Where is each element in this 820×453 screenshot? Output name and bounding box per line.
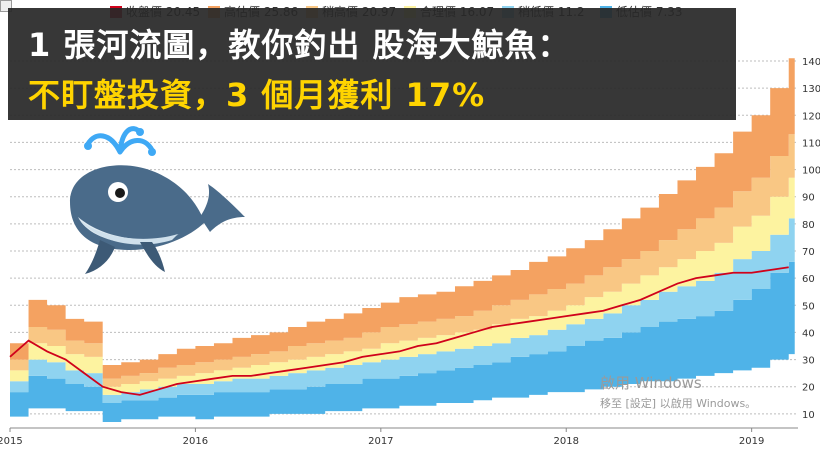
headline-banner: 1 張河流圖，教你釣出 股海大鯨魚： 不盯盤投資，3 個月獲利 17% [8,8,736,120]
x-tick-label-2018: 2018 [554,436,579,447]
band-4 [10,134,795,387]
y-tick-label-70: 70 [802,247,815,258]
x-tick-label-2017: 2017 [368,436,393,447]
y-tick-label-80: 80 [802,220,815,231]
y-tick-label-30: 30 [802,356,815,367]
close-price-line [9,266,789,396]
y-tick-label-10: 10 [802,410,815,421]
y-tick-label-50: 50 [802,301,815,312]
y-tick-label-60: 60 [802,274,815,285]
y-tick-label-140: 140 [802,57,820,68]
watermark-line2: 移至 [設定] 以啟用 Windows。 [600,397,757,410]
band-5 [10,58,795,379]
close-price-line-group [9,266,789,396]
headline-title: 1 張河流圖，教你釣出 股海大鯨魚： [28,26,571,64]
x-axis: 2015 2016 2017 2018 2019 [0,427,798,447]
y-tick-label-110: 110 [802,138,820,149]
band-2 [10,218,795,403]
valuation-bands [10,58,795,422]
y-axis: 10 20 30 40 50 60 70 80 90 100 110 120 130 140 [802,57,820,421]
y-tick-label-90: 90 [802,193,815,204]
headline-subtitle: 不盯盤投資，3 個月獲利 17% [28,76,486,114]
watermark-line1: 啟用 Windows [600,374,702,392]
band-1 [10,261,795,422]
windows-activation-watermark: 啟用 Windows 移至 [設定] 以啟用 Windows。 [600,372,756,411]
y-tick-label-100: 100 [802,166,820,177]
x-tick-label-2016: 2016 [183,436,208,447]
whale-icon [70,126,245,274]
y-tick-label-40: 40 [802,328,815,339]
y-tick-label-130: 130 [802,84,820,95]
x-tick-label-2019: 2019 [739,436,764,447]
x-tick-label-2015: 2015 [0,436,23,447]
y-tick-label-20: 20 [802,383,815,394]
y-tick-label-120: 120 [802,111,820,122]
